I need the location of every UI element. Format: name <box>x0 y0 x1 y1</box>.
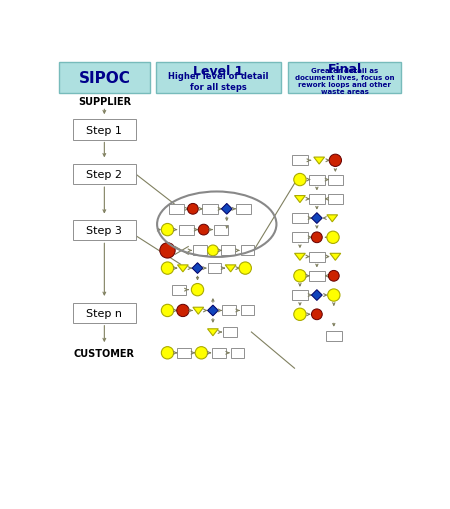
Bar <box>288 63 401 93</box>
Bar <box>223 327 237 337</box>
Bar <box>172 285 186 295</box>
Bar <box>292 214 308 223</box>
Polygon shape <box>225 265 236 272</box>
Bar <box>241 306 255 316</box>
Circle shape <box>188 204 198 215</box>
Bar <box>212 348 226 358</box>
Bar <box>328 194 343 205</box>
Polygon shape <box>311 290 322 301</box>
Text: CUSTOMER: CUSTOMER <box>74 348 135 358</box>
Bar <box>202 205 217 214</box>
Bar <box>73 221 136 241</box>
Text: Higher level of detail
for all steps: Higher level of detail for all steps <box>168 72 269 92</box>
Polygon shape <box>207 329 218 336</box>
Circle shape <box>327 232 339 244</box>
Circle shape <box>198 225 209 236</box>
Polygon shape <box>330 254 341 261</box>
Circle shape <box>311 233 322 243</box>
Bar <box>215 225 228 235</box>
Polygon shape <box>327 215 338 222</box>
Bar <box>59 63 150 93</box>
Bar <box>169 205 184 214</box>
Bar <box>241 246 255 256</box>
Polygon shape <box>311 213 322 224</box>
Circle shape <box>160 243 175 259</box>
Polygon shape <box>192 263 203 274</box>
Circle shape <box>328 289 340 302</box>
Text: Step 1: Step 1 <box>86 125 122 135</box>
Bar <box>179 225 194 235</box>
Bar <box>73 303 136 323</box>
Circle shape <box>329 155 342 167</box>
Circle shape <box>162 263 174 275</box>
Bar <box>292 233 308 243</box>
Bar <box>207 264 221 273</box>
Circle shape <box>311 309 322 320</box>
Bar <box>292 291 308 300</box>
Circle shape <box>294 270 306 282</box>
Circle shape <box>162 224 174 236</box>
Bar <box>222 306 236 316</box>
Polygon shape <box>295 254 305 261</box>
Bar <box>230 348 244 358</box>
Circle shape <box>162 305 174 317</box>
Circle shape <box>294 174 306 186</box>
Circle shape <box>162 347 174 359</box>
Bar <box>236 205 252 214</box>
Text: SUPPLIER: SUPPLIER <box>78 97 131 107</box>
Bar <box>326 331 342 341</box>
Bar <box>328 175 343 185</box>
Circle shape <box>294 308 306 321</box>
Text: Step 2: Step 2 <box>86 170 122 180</box>
Circle shape <box>191 284 204 296</box>
Circle shape <box>195 347 207 359</box>
Polygon shape <box>207 305 218 316</box>
Bar <box>309 271 324 281</box>
Circle shape <box>239 263 252 275</box>
Bar <box>309 252 324 262</box>
Text: Step n: Step n <box>86 308 122 318</box>
Text: Final: Final <box>328 63 362 76</box>
Polygon shape <box>221 204 232 215</box>
Text: Step 3: Step 3 <box>86 226 122 236</box>
Circle shape <box>177 305 189 317</box>
Bar <box>193 246 207 256</box>
Bar <box>309 194 324 205</box>
Polygon shape <box>177 265 188 272</box>
Bar <box>156 63 281 93</box>
Text: Greater detail as
document lives, focus on
rework loops and other
waste areas: Greater detail as document lives, focus … <box>295 68 394 95</box>
Bar <box>292 156 308 166</box>
Text: SIPOC: SIPOC <box>78 71 130 86</box>
Polygon shape <box>295 196 305 203</box>
Bar <box>73 120 136 140</box>
Polygon shape <box>314 158 324 165</box>
Bar <box>221 246 235 256</box>
Bar <box>177 348 191 358</box>
Circle shape <box>207 245 218 256</box>
Bar <box>73 165 136 185</box>
Text: Level 1: Level 1 <box>193 65 243 77</box>
Polygon shape <box>193 307 204 315</box>
Bar <box>309 175 324 185</box>
Circle shape <box>328 271 339 281</box>
